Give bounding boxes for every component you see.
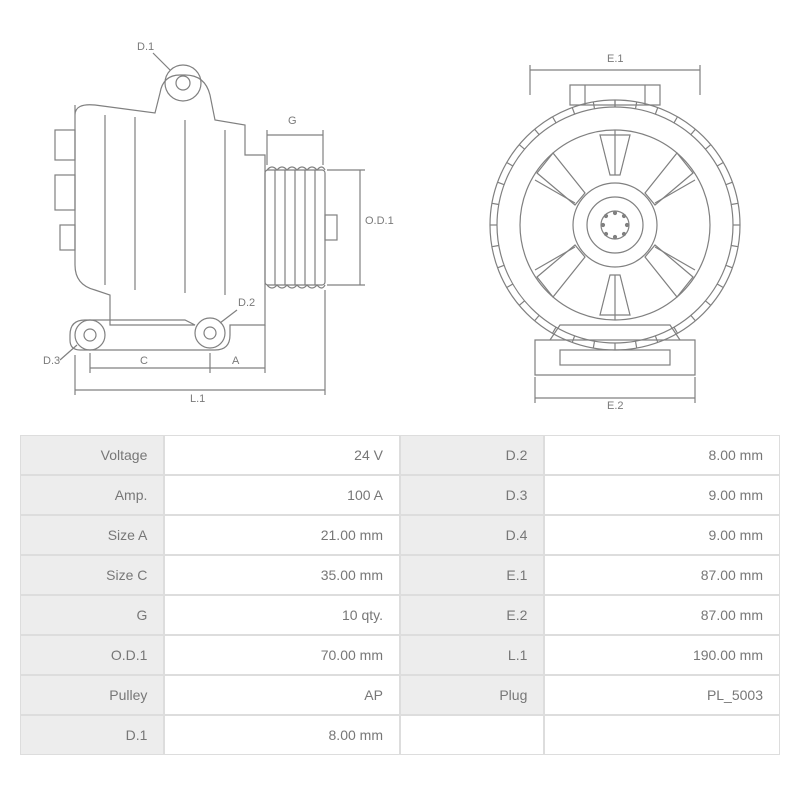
- table-row: O.D.1 70.00 mm L.1 190.00 mm: [20, 635, 780, 675]
- spec-table-body: Voltage 24 V D.2 8.00 mm Amp. 100 A D.3 …: [20, 435, 780, 755]
- spec-value: 24 V: [164, 435, 400, 475]
- front-view-drawing: E.1 E.2: [445, 35, 785, 415]
- spec-label: Voltage: [20, 435, 164, 475]
- table-row: G 10 qty. E.2 87.00 mm: [20, 595, 780, 635]
- label-l1: L.1: [190, 393, 205, 405]
- label-e2: E.2: [607, 400, 624, 412]
- technical-diagram: D.1 G O.D.1 D.2 D.3 C A L.1: [10, 10, 790, 425]
- table-row: D.1 8.00 mm: [20, 715, 780, 755]
- table-row: Size C 35.00 mm E.1 87.00 mm: [20, 555, 780, 595]
- table-row: Amp. 100 A D.3 9.00 mm: [20, 475, 780, 515]
- spec-label: D.4: [400, 515, 544, 555]
- spec-label: Size C: [20, 555, 164, 595]
- label-c: C: [140, 355, 148, 367]
- spec-label: G: [20, 595, 164, 635]
- spec-label: D.2: [400, 435, 544, 475]
- label-d3: D.3: [43, 355, 60, 367]
- label-d1: D.1: [137, 41, 154, 53]
- spec-value: 8.00 mm: [164, 715, 400, 755]
- spec-value: 190.00 mm: [544, 635, 780, 675]
- label-od1: O.D.1: [365, 215, 394, 227]
- spec-label: Plug: [400, 675, 544, 715]
- spec-value: AP: [164, 675, 400, 715]
- label-g: G: [288, 115, 297, 127]
- spec-label: Size A: [20, 515, 164, 555]
- spec-label: E.2: [400, 595, 544, 635]
- spec-value-empty: [544, 715, 780, 755]
- specifications-table: Voltage 24 V D.2 8.00 mm Amp. 100 A D.3 …: [20, 435, 780, 755]
- spec-value: 100 A: [164, 475, 400, 515]
- spec-value: 9.00 mm: [544, 515, 780, 555]
- spec-value: 8.00 mm: [544, 435, 780, 475]
- spec-label: Pulley: [20, 675, 164, 715]
- spec-label: E.1: [400, 555, 544, 595]
- spec-value: 70.00 mm: [164, 635, 400, 675]
- table-row: Size A 21.00 mm D.4 9.00 mm: [20, 515, 780, 555]
- spec-label: O.D.1: [20, 635, 164, 675]
- spec-label: D.3: [400, 475, 544, 515]
- spec-value: 35.00 mm: [164, 555, 400, 595]
- table-row: Pulley AP Plug PL_5003: [20, 675, 780, 715]
- spec-value: 10 qty.: [164, 595, 400, 635]
- spec-value: 21.00 mm: [164, 515, 400, 555]
- spec-value: 87.00 mm: [544, 595, 780, 635]
- label-a: A: [232, 355, 239, 367]
- spec-value: 9.00 mm: [544, 475, 780, 515]
- spec-value: 87.00 mm: [544, 555, 780, 595]
- spec-value: PL_5003: [544, 675, 780, 715]
- label-e1: E.1: [607, 53, 624, 65]
- spec-label: Amp.: [20, 475, 164, 515]
- spec-label: D.1: [20, 715, 164, 755]
- table-row: Voltage 24 V D.2 8.00 mm: [20, 435, 780, 475]
- spec-label-empty: [400, 715, 544, 755]
- label-d2: D.2: [238, 297, 255, 309]
- side-view-drawing: D.1 G O.D.1 D.2 D.3 C A L.1: [35, 35, 395, 415]
- spec-label: L.1: [400, 635, 544, 675]
